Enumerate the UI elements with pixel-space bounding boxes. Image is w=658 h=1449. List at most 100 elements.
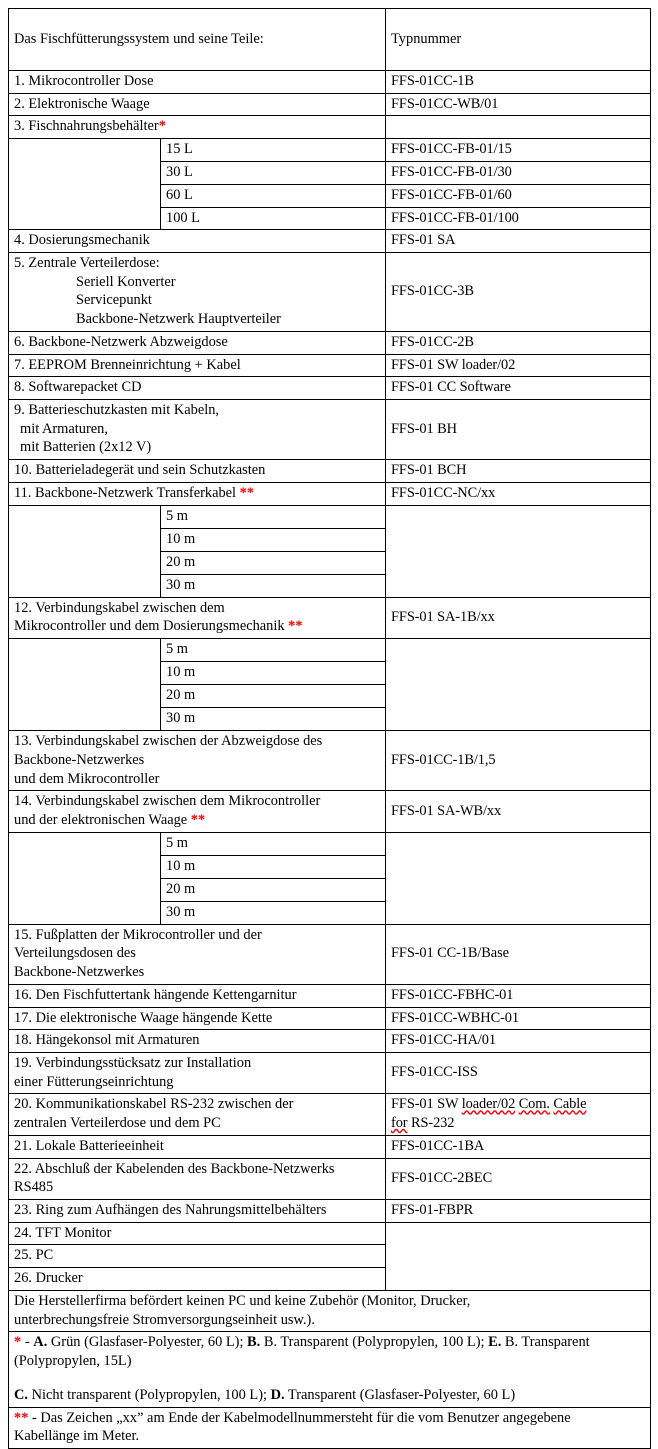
item-name-text: 20. Kommunikationskabel RS-232 zwischen …	[14, 1096, 294, 1113]
table-row: 20 m	[9, 877, 651, 902]
table-row: 17. Die elektronische Waage hängende Ket…	[7, 1006, 652, 1031]
type-plain: FFS-01 SW	[391, 1096, 462, 1113]
item-type-number: FFS-01CC-1B	[385, 70, 652, 94]
variant-desc-d: Transparent (Glasfaser-Polyester, 60 L)	[284, 1387, 516, 1403]
item-type-number: FFS-01CC-FB-01/60	[385, 183, 652, 208]
cable-length: 10 m	[159, 854, 387, 879]
type-misspelled-token: Cable	[553, 1096, 587, 1113]
item-name: 21. Lokale Batterieeinheit	[7, 1134, 387, 1159]
item-type-number: FFS-01CC-2BEC	[385, 1157, 652, 1201]
note-row-manufacturer: Die Herstellerfirma befördert keinen PC …	[7, 1289, 652, 1333]
double-star-footnote-line2: Kabellänge im Meter.	[14, 1428, 140, 1445]
cable-length: 30 m	[159, 707, 387, 732]
table-row: 5 m	[8, 638, 652, 732]
table-row: 14. Verbindungskabel zwischen dem Mikroc…	[7, 790, 652, 833]
table-row: 1. Mikrocontroller Dose FFS-01CC-1B	[7, 70, 652, 94]
star-footnote: * - A. Grün (Glasfaser-Polyester, 60 L);…	[7, 1331, 652, 1408]
table-row: 13. Verbindungskabel zwischen der Abzwei…	[7, 730, 652, 792]
item-subline: Seriell Konverter	[76, 273, 176, 290]
variant-desc-c: Nicht transparent (Polypropylen, 100 L);	[28, 1387, 271, 1403]
item-subline: zentralen Verteilerdose und dem PC	[14, 1115, 221, 1132]
length-group-spacer	[8, 831, 161, 925]
item-type-number: FFS-01-FBPR	[385, 1199, 652, 1223]
variant-label-b: B.	[247, 1334, 261, 1351]
manufacturer-note-line2: unterbrechungsfreie Stromversorgungseinh…	[14, 1311, 315, 1328]
table-row: 12. Verbindungskabel zwischen dem Mikroc…	[7, 596, 652, 640]
footnote-spacer	[14, 1371, 645, 1386]
footnote-star-marker: *	[14, 1334, 22, 1351]
table-row: 5 m	[8, 831, 652, 925]
item-type-number: FFS-01 SA-1B/xx	[385, 596, 652, 640]
double-star-footnote: ** - Das Zeichen „xx” am Ende der Kabelm…	[7, 1406, 652, 1449]
header-cell-type: Typnummer	[385, 8, 652, 71]
item-name: 7. EEPROM Brenneinrichtung + Kabel	[7, 353, 387, 378]
cable-length: 20 m	[159, 684, 387, 709]
table-row: 11. Backbone-Netzwerk Transferkabel ** F…	[7, 481, 652, 506]
item-subline: RS485	[14, 1179, 54, 1196]
star-footnote-para1: * - A. Grün (Glasfaser-Polyester, 60 L);…	[14, 1334, 590, 1369]
table-row: 100 L FFS-01CC-FB-01/100	[9, 206, 652, 231]
type-misspelled-token: Com.	[518, 1096, 550, 1113]
item-name: 25. PC	[7, 1244, 387, 1269]
item-name: 6. Backbone-Netzwerk Abzweigdose	[7, 330, 387, 355]
variant-size: 30 L	[159, 161, 387, 185]
item-type-number: FFS-01CC-NC/xx	[385, 481, 652, 506]
variant-group-spacer	[8, 138, 161, 231]
footnote-double-star-marker: **	[190, 811, 206, 828]
item-type-number: FFS-01CC-1B/1,5	[385, 730, 652, 792]
table-row: 15 L FFS-01CC-FB-01/15	[8, 138, 652, 231]
manufacturer-note-line1: Die Herstellerfirma befördert keinen PC …	[14, 1292, 471, 1309]
item-name: 24. TFT Monitor	[7, 1221, 387, 1246]
item-name-text: 3. Fischnahrungsbehälter	[14, 118, 159, 135]
table-row: 21. Lokale Batterieeinheit FFS-01CC-1BA	[7, 1134, 652, 1159]
cable-length: 20 m	[159, 550, 387, 575]
table-row: 5. Zentrale Verteilerdose: Seriell Konve…	[7, 252, 652, 332]
item-name-text: 5. Zentrale Verteilerdose:	[14, 255, 160, 271]
item-type-number: FFS-01 BH	[385, 399, 652, 461]
type-tail: RS-232	[407, 1115, 455, 1132]
table-row: 5 m	[8, 504, 652, 598]
item-type-number: FFS-01 SW loader/02	[385, 353, 652, 378]
item-name: 23. Ring zum Aufhängen des Nahrungsmitte…	[7, 1199, 387, 1223]
cable-length: 10 m	[159, 527, 387, 552]
item-type-number: FFS-01 CC-1B/Base	[385, 923, 652, 985]
item-subline: Backbone-Netzwerk Hauptverteiler	[76, 311, 281, 328]
item-name: 13. Verbindungskabel zwischen der Abzwei…	[7, 730, 387, 792]
item-type-number-empty	[385, 115, 652, 140]
note-row-double-star: ** - Das Zeichen „xx” am Ende der Kabelm…	[7, 1406, 652, 1449]
double-star-footnote-text: - Das Zeichen „xx” am Ende der Kabelmode…	[28, 1409, 571, 1426]
item-subline: und der elektronischen Waage **	[14, 811, 380, 830]
cable-length: 30 m	[159, 573, 387, 598]
item-type-number: FFS-01CC-FB-01/100	[385, 206, 652, 231]
variant-desc-b: B. Transparent (Polypropylen, 100 L);	[260, 1334, 489, 1351]
item-type-number: FFS-01CC-HA/01	[385, 1029, 652, 1053]
item-name: 20. Kommunikationskabel RS-232 zwischen …	[7, 1093, 387, 1136]
item-subline-text: Mikrocontroller und dem Dosierungsmechan…	[14, 618, 289, 635]
star-footnote-para2: C. Nicht transparent (Polypropylen, 100 …	[14, 1386, 645, 1405]
item-name-text: 19. Verbindungsstücksatz zur Installatio…	[14, 1054, 252, 1071]
item-type-number-empty	[385, 638, 652, 732]
table-row: 6. Backbone-Netzwerk Abzweigdose FFS-01C…	[7, 330, 652, 355]
length-group-spacer	[8, 638, 161, 732]
variant-size: 100 L	[159, 206, 387, 231]
item-name: 22. Abschluß der Kabelenden des Backbone…	[7, 1157, 387, 1201]
item-type-number-empty	[385, 1221, 652, 1291]
item-type-number: FFS-01CC-WBHC-01	[385, 1006, 652, 1031]
item-name: 12. Verbindungskabel zwischen dem Mikroc…	[7, 596, 387, 640]
footnote-double-star-marker: **	[239, 484, 255, 501]
cable-length: 5 m	[159, 638, 387, 663]
variant-label-c: C.	[14, 1387, 28, 1403]
item-name-text: 22. Abschluß der Kabelenden des Backbone…	[14, 1160, 335, 1177]
item-name: 3. Fischnahrungsbehälter*	[7, 115, 387, 140]
variant-label-a: A.	[33, 1334, 48, 1351]
item-name-text: 14. Verbindungskabel zwischen dem Mikroc…	[14, 793, 321, 810]
item-name: 16. Den Fischfuttertank hängende Ketteng…	[7, 983, 387, 1008]
parts-type-number-table: Das Fischfütterungssystem und seine Teil…	[7, 8, 652, 1449]
table-row: 9. Batterieschutzkasten mit Kabeln, mit …	[7, 399, 652, 461]
item-type-number: FFS-01 SA	[385, 229, 652, 253]
item-type-number-empty	[385, 831, 652, 925]
item-name: 18. Hängekonsol mit Armaturen	[7, 1029, 387, 1053]
item-name-text: 11. Backbone-Netzwerk Transferkabel	[14, 484, 240, 501]
item-subline: Backbone-Netzwerkes	[14, 751, 145, 768]
table-row: 22. Abschluß der Kabelenden des Backbone…	[7, 1157, 652, 1201]
